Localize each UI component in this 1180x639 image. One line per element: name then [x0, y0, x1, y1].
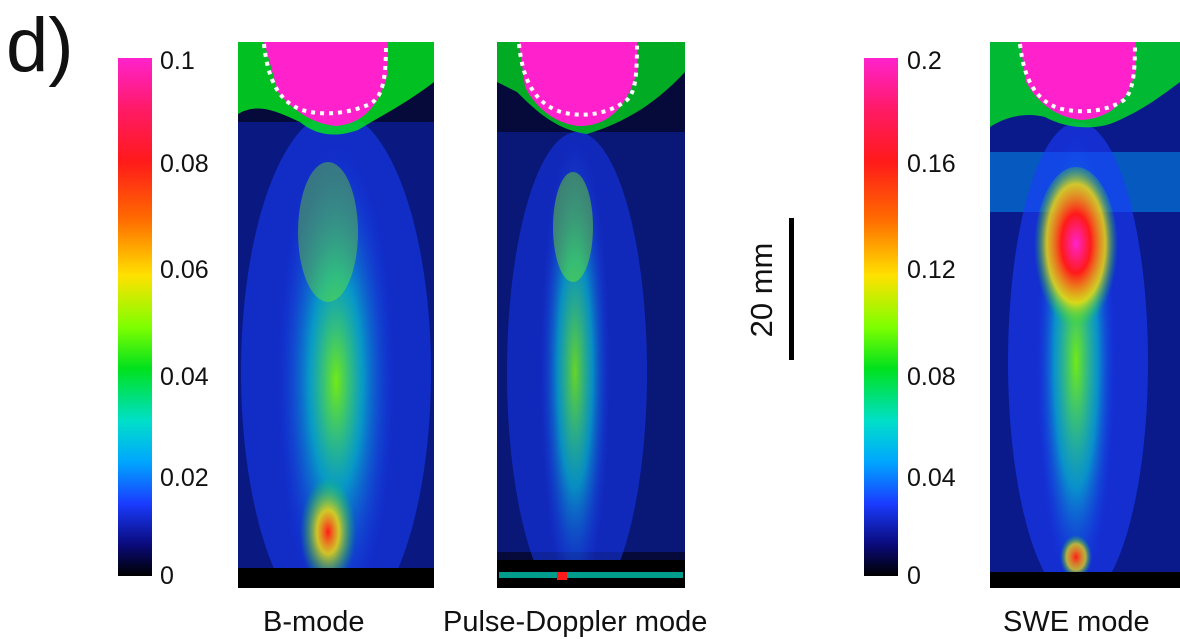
pulse-doppler-heatmap — [497, 42, 685, 588]
colorbar-right-tick: 0 — [907, 562, 921, 590]
colorbar-left-tick: 0.1 — [160, 47, 195, 75]
colorbar-right-tick: 0.12 — [907, 256, 956, 284]
colorbar-right-tick: 0.16 — [907, 150, 956, 178]
colorbar-left-tick: 0.02 — [160, 464, 209, 492]
swe-mode-caption: SWE mode — [1003, 606, 1150, 638]
colorbar-left-tick: 0.04 — [160, 363, 209, 391]
b-mode-caption: B-mode — [263, 606, 365, 638]
panel-label: d) — [6, 3, 74, 88]
colorbar-right-tick: 0.08 — [907, 363, 956, 391]
scale-bar — [789, 218, 794, 360]
swe-mode-heatmap — [990, 42, 1180, 588]
colorbar-left — [118, 58, 152, 576]
colorbar-left-tick: 0.06 — [160, 256, 209, 284]
colorbar-right-tick: 0.04 — [907, 464, 956, 492]
colorbar-left-tick: 0 — [160, 562, 174, 590]
b-mode-heatmap — [238, 42, 434, 588]
pulse-doppler-caption: Pulse-Doppler mode — [443, 606, 708, 638]
scale-bar-label: 20 mm — [744, 242, 779, 338]
colorbar-right — [864, 58, 898, 576]
colorbar-right-tick: 0.2 — [907, 47, 942, 75]
colorbar-left-tick: 0.08 — [160, 150, 209, 178]
